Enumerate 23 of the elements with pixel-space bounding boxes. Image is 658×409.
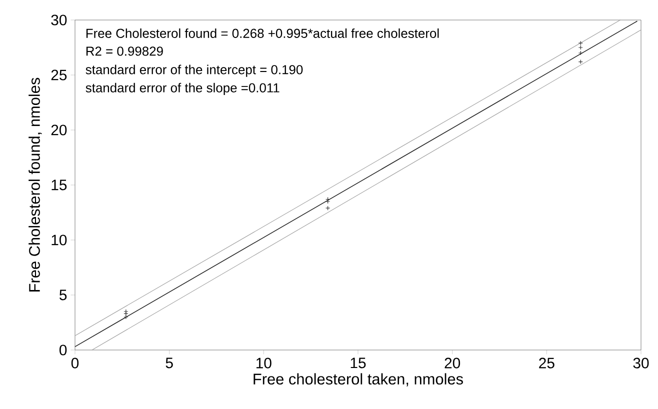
- x-tick-label: 20: [444, 358, 460, 368]
- y-tick-label: 15: [52, 180, 67, 190]
- x-tick-label: 25: [539, 358, 554, 368]
- annotation: standard error of the slope =0.011: [86, 82, 280, 95]
- y-tick-label: 25: [51, 70, 67, 80]
- annotation: Free Cholesterol found = 0.268 +0.995*actual free cholesterol: [86, 28, 439, 38]
- y-tick-label: 20: [51, 124, 67, 136]
- x-tick-label: 5: [166, 358, 173, 368]
- y-tick-label: 5: [60, 290, 67, 300]
- y-tick-label: 30: [51, 14, 67, 26]
- point: [578, 50, 583, 56]
- x-axis-title: Free cholesterol taken, nmoles: [254, 373, 463, 386]
- x-tick-label: 15: [350, 358, 366, 368]
- x-tick-label: 10: [256, 358, 272, 368]
- annotation: R2 = 0.99829: [86, 46, 163, 56]
- point: [578, 45, 583, 50]
- y-tick-label: 10: [52, 234, 67, 246]
- y-tick-label: 0: [59, 344, 67, 356]
- x-tick-label: 0: [71, 358, 79, 368]
- y-axis-title: Free Cholesterol found, nmoles: [28, 78, 42, 292]
- point: [124, 314, 128, 320]
- annotation: standard error of the intercept = 0.190: [86, 64, 303, 77]
- x-tick-label: 30: [633, 358, 649, 368]
